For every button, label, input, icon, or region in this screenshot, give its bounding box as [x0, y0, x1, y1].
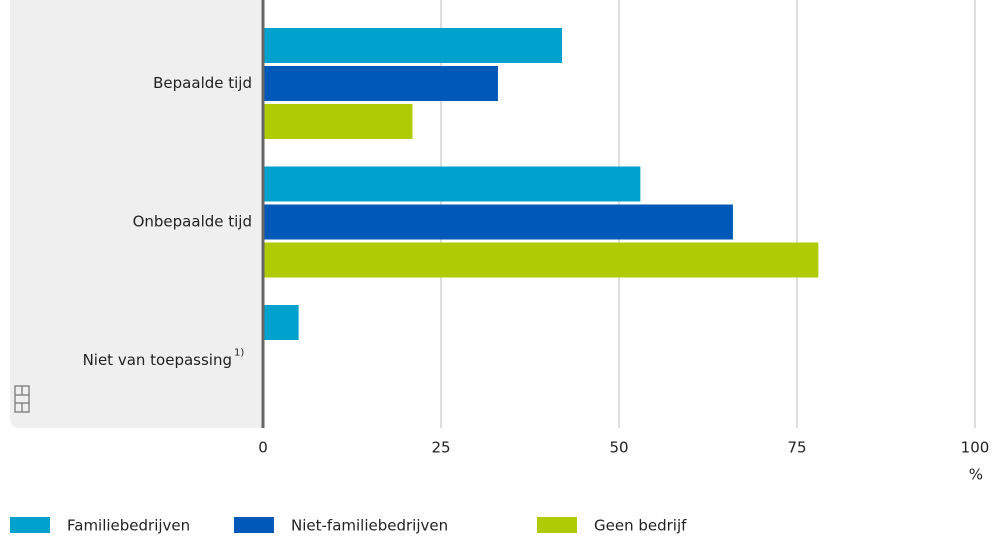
x-tick-label: 100: [961, 439, 990, 457]
x-tick-label: 75: [787, 439, 806, 457]
x-tick-label: 50: [609, 439, 628, 457]
category-label: Bepaalde tijd: [153, 74, 252, 92]
x-tick-label: 0: [258, 439, 268, 457]
category-label: Niet van toepassing: [83, 351, 232, 369]
bar: [263, 28, 563, 63]
legend-label: Geen bedrijf: [594, 517, 687, 535]
legend-swatch: [234, 517, 274, 533]
bar: [263, 242, 819, 278]
legend-swatch: [537, 517, 577, 533]
bar: [263, 305, 299, 340]
category-note: 1): [234, 348, 244, 359]
label-panel: [10, 0, 263, 428]
bar: [263, 204, 733, 240]
x-unit: %: [969, 466, 983, 484]
bar: [263, 66, 498, 101]
bar: [263, 166, 641, 202]
category-label: Onbepaalde tijd: [133, 213, 252, 231]
legend-swatch: [10, 517, 50, 533]
bar: [263, 104, 413, 139]
x-tick-label: 25: [431, 439, 450, 457]
legend-label: Familiebedrijven: [67, 517, 190, 535]
cbs-logo: [14, 385, 30, 413]
legend-label: Niet-familiebedrijven: [291, 517, 448, 535]
